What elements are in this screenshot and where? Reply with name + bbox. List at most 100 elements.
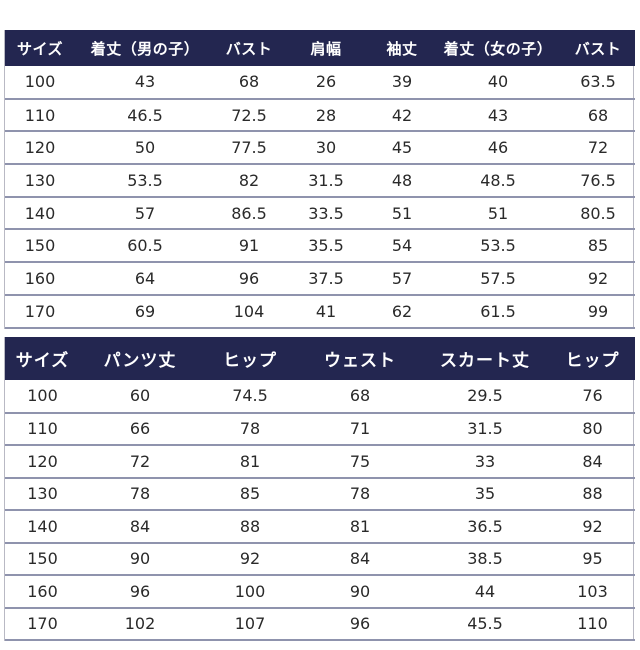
table-cell: 110 <box>5 98 75 133</box>
table-cell: 110 <box>5 412 80 446</box>
table-cell: 35 <box>420 477 550 511</box>
table-cell: 88 <box>550 477 635 511</box>
column-header-waist: ウェスト <box>324 351 396 371</box>
table-cell: 84 <box>300 542 420 576</box>
table-cell: 91 <box>215 229 283 264</box>
table-cell: 78 <box>200 412 300 446</box>
table-cell: 82 <box>215 164 283 198</box>
table-cell: 33.5 <box>283 196 369 231</box>
table-cell: 96 <box>300 607 420 641</box>
table-cell: 68 <box>215 66 283 100</box>
column-header-length-boys: 着丈（男の子） <box>90 39 200 58</box>
table-cell: 78 <box>300 477 420 511</box>
table-cell: 46 <box>435 131 561 166</box>
column-header-size: サイズ <box>15 351 70 371</box>
table-cell: 140 <box>5 510 80 544</box>
table-row: 150 90 92 84 38.5 95 <box>5 542 635 576</box>
table-cell: 53.5 <box>435 229 561 264</box>
table-header-row: サイズ パンツ丈 ヒップ ウェスト スカート丈 ヒップ <box>5 337 635 380</box>
table-cell: 28 <box>283 98 369 133</box>
table-row: 130 78 85 78 35 88 <box>5 477 635 511</box>
table-cell: 29.5 <box>420 380 550 414</box>
table-cell: 84 <box>550 445 635 479</box>
table-cell: 84 <box>80 510 200 544</box>
table-row: 100 60 74.5 68 29.5 76 <box>5 380 635 414</box>
table-cell: 38.5 <box>420 542 550 576</box>
table-cell: 41 <box>283 294 369 329</box>
table-cell: 160 <box>5 575 80 609</box>
table-cell: 72.5 <box>215 98 283 133</box>
table-cell: 150 <box>5 542 80 576</box>
table-cell: 74.5 <box>200 380 300 414</box>
table-row: 160 64 96 37.5 57 57.5 92 <box>5 262 635 296</box>
table-cell: 61.5 <box>435 294 561 329</box>
table-cell: 99 <box>561 294 635 329</box>
table-cell: 45.5 <box>420 607 550 641</box>
table-cell: 53.5 <box>75 164 215 198</box>
table-cell: 39 <box>369 66 435 100</box>
table-cell: 90 <box>300 575 420 609</box>
table-cell: 107 <box>200 607 300 641</box>
table-cell: 76.5 <box>561 164 635 198</box>
table-cell: 69 <box>75 294 215 329</box>
table-cell: 85 <box>200 477 300 511</box>
table-cell: 81 <box>200 445 300 479</box>
table-cell: 90 <box>80 542 200 576</box>
table-cell: 31.5 <box>283 164 369 198</box>
table-row: 170 69 104 41 62 61.5 99 <box>5 294 635 329</box>
table-cell: 64 <box>75 262 215 296</box>
table-cell: 110 <box>550 607 635 641</box>
table-cell: 54 <box>369 229 435 264</box>
table-cell: 71 <box>300 412 420 446</box>
table-cell: 160 <box>5 262 75 296</box>
table-cell: 72 <box>561 131 635 166</box>
table-row: 120 50 77.5 30 45 46 72 <box>5 131 635 166</box>
column-header-skirt-length: スカート丈 <box>440 351 530 371</box>
table-cell: 30 <box>283 131 369 166</box>
table-cell: 96 <box>80 575 200 609</box>
table-row: 110 66 78 71 31.5 80 <box>5 412 635 446</box>
table-cell: 92 <box>561 262 635 296</box>
top-size-table: サイズ 着丈（男の子） バスト 肩幅 袖丈 着丈（女の子） バスト 100 43… <box>5 30 635 329</box>
column-header-shoulder: 肩幅 <box>310 39 342 58</box>
table-row: 120 72 81 75 33 84 <box>5 445 635 479</box>
table-cell: 120 <box>5 131 75 166</box>
column-header-bust-girls: バスト <box>574 39 622 58</box>
table-cell: 46.5 <box>75 98 215 133</box>
size-chart-bottom: サイズ パンツ丈 ヒップ ウェスト スカート丈 ヒップ 100 60 74.5 … <box>4 337 635 641</box>
table-cell: 120 <box>5 445 80 479</box>
column-header-hip-skirt: ヒップ <box>565 351 620 371</box>
table-row: 140 84 88 81 36.5 92 <box>5 510 635 544</box>
table-cell: 92 <box>200 542 300 576</box>
table-cell: 57 <box>369 262 435 296</box>
table-cell: 48.5 <box>435 164 561 198</box>
table-cell: 50 <box>75 131 215 166</box>
table-cell: 48 <box>369 164 435 198</box>
table-cell: 170 <box>5 294 75 329</box>
table-cell: 103 <box>550 575 635 609</box>
table-cell: 72 <box>80 445 200 479</box>
table-cell: 35.5 <box>283 229 369 264</box>
table-cell: 95 <box>550 542 635 576</box>
table-cell: 45 <box>369 131 435 166</box>
table-row: 130 53.5 82 31.5 48 48.5 76.5 <box>5 164 635 198</box>
table-cell: 33 <box>420 445 550 479</box>
table-cell: 42 <box>369 98 435 133</box>
table-cell: 66 <box>80 412 200 446</box>
table-cell: 51 <box>369 196 435 231</box>
table-cell: 92 <box>550 510 635 544</box>
table-cell: 77.5 <box>215 131 283 166</box>
table-cell: 43 <box>75 66 215 100</box>
table-cell: 102 <box>80 607 200 641</box>
table-cell: 75 <box>300 445 420 479</box>
column-header-pants-length: パンツ丈 <box>103 351 177 371</box>
column-header-size: サイズ <box>16 39 64 58</box>
table-cell: 130 <box>5 477 80 511</box>
column-header-sleeve: 袖丈 <box>386 39 418 58</box>
table-cell: 57 <box>75 196 215 231</box>
column-header-bust: バスト <box>225 39 273 58</box>
table-cell: 57.5 <box>435 262 561 296</box>
table-row: 140 57 86.5 33.5 51 51 80.5 <box>5 196 635 231</box>
table-row: 160 96 100 90 44 103 <box>5 575 635 609</box>
table-cell: 100 <box>200 575 300 609</box>
